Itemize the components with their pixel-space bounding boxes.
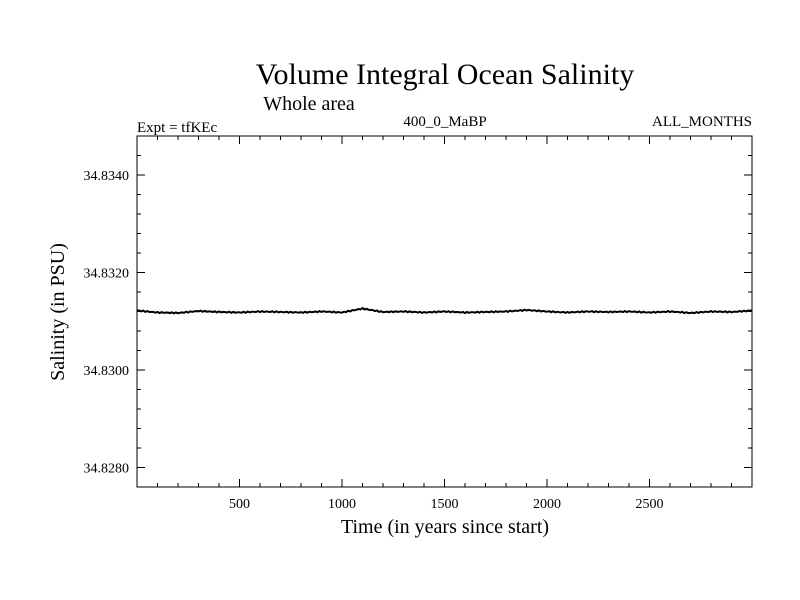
x-tick-label: 2000 <box>533 497 561 512</box>
period-label: 400_0_MaBP <box>403 114 486 130</box>
months-label: ALL_MONTHS <box>652 114 752 130</box>
y-tick-label: 34.8280 <box>84 462 130 477</box>
y-axis-label: Salinity (in PSU) <box>47 243 69 381</box>
y-axis-ticks: 34.8280 34.8300 34.8320 34.8340 <box>84 155 752 477</box>
series-layer <box>137 307 753 315</box>
y-tick-label: 34.8320 <box>84 267 130 282</box>
x-axis-ticks: 500 1000 1500 2000 2500 <box>157 136 732 512</box>
x-tick-label: 1000 <box>328 497 356 512</box>
x-tick-label: 2500 <box>636 497 664 512</box>
chart-subtitle: Whole area <box>263 93 355 115</box>
experiment-label: Expt = tfKEc <box>137 120 217 136</box>
chart-title: Volume Integral Ocean Salinity <box>256 58 635 91</box>
y-tick-label: 34.8300 <box>84 364 130 379</box>
x-tick-label: 1500 <box>431 497 459 512</box>
y-tick-label: 34.8340 <box>84 169 130 184</box>
salinity-series-line <box>137 307 753 315</box>
x-tick-label: 500 <box>229 497 250 512</box>
x-axis-label: Time (in years since start) <box>341 516 549 538</box>
